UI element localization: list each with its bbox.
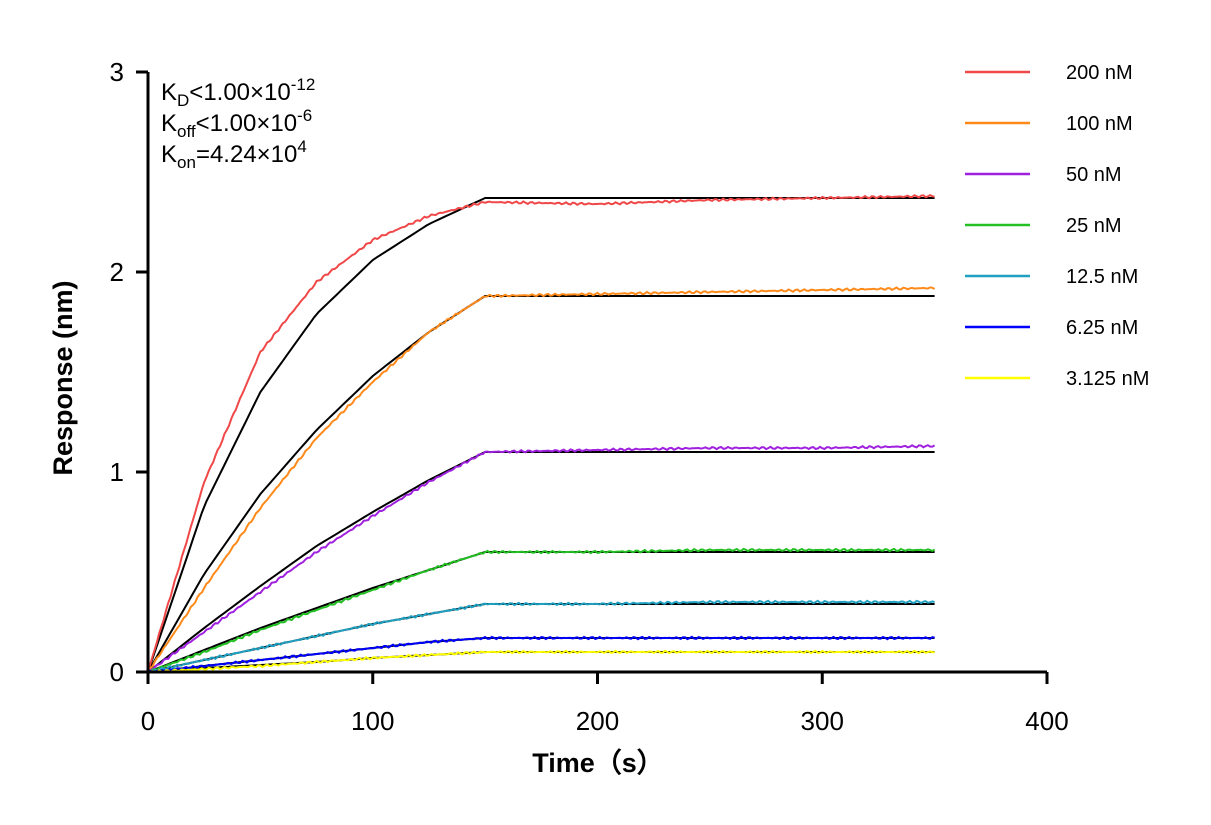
legend-label: 6.25 nM — [1066, 317, 1138, 339]
measured-curves — [147, 193, 936, 674]
annotation-part: K — [161, 141, 177, 168]
x-tick-label: 100 — [351, 706, 394, 736]
x-axis-title: Time（s） — [532, 748, 664, 778]
x-tick-label: 300 — [801, 706, 844, 736]
measured-curve-6.25nM — [147, 635, 935, 674]
legend-label: 200 nM — [1066, 62, 1133, 84]
annotation-part: K — [161, 79, 177, 106]
legend-label: 3.125 nM — [1066, 368, 1149, 390]
fit-curve-3.125nM — [147, 651, 935, 673]
legend-label: 12.5 nM — [1066, 266, 1138, 288]
annotation-part: -12 — [291, 75, 316, 94]
annotation-part: D — [177, 91, 189, 110]
measured-curve-12.5nM — [148, 599, 935, 673]
annotation-part: -6 — [297, 106, 312, 125]
legend-label: 25 nM — [1066, 215, 1122, 237]
fit-curve-100nM — [147, 295, 935, 673]
measured-curve-100nM — [147, 286, 936, 673]
axes: 0 100 200 300 400 0 1 2 3 — [110, 57, 1069, 736]
x-tick-label: 400 — [1025, 706, 1068, 736]
y-tick-label: 1 — [110, 457, 124, 487]
annotation-off: Koff<1.00×10-6 — [161, 106, 312, 141]
measured-curve-50nM — [147, 444, 936, 673]
measured-curve-200nM — [147, 193, 935, 673]
annotation-D: KD<1.00×10-12 — [161, 75, 315, 110]
y-axis-title: Response (nm) — [48, 280, 78, 475]
annotation-on: Kon=4.24×104 — [161, 137, 307, 172]
annotation-part: K — [161, 110, 177, 137]
legend-label: 100 nM — [1066, 113, 1133, 135]
legend: 200 nM 100 nM 50 nM 25 nM 12.5 nM 6.25 nM 3.12… — [965, 62, 1149, 390]
x-tick-label: 0 — [141, 706, 155, 736]
measured-curve-25nM — [147, 547, 936, 674]
fit-curve-25nM — [147, 551, 935, 673]
y-tick-label: 3 — [110, 57, 124, 87]
y-tick-label: 2 — [110, 257, 124, 287]
measured-curve-3.125nM — [147, 649, 935, 674]
legend-label: 50 nM — [1066, 164, 1122, 186]
annotation-part: on — [177, 153, 196, 172]
annotation-part: =4.24×10 — [196, 141, 297, 168]
annotation-part: 4 — [297, 137, 306, 156]
annotation-part: off — [177, 122, 196, 141]
fit-curve-6.25nM — [147, 637, 935, 673]
x-tick-label: 200 — [576, 706, 619, 736]
y-tick-label: 0 — [110, 657, 124, 687]
annotation-part: <1.00×10 — [189, 79, 290, 106]
annotation-part: <1.00×10 — [196, 110, 297, 137]
